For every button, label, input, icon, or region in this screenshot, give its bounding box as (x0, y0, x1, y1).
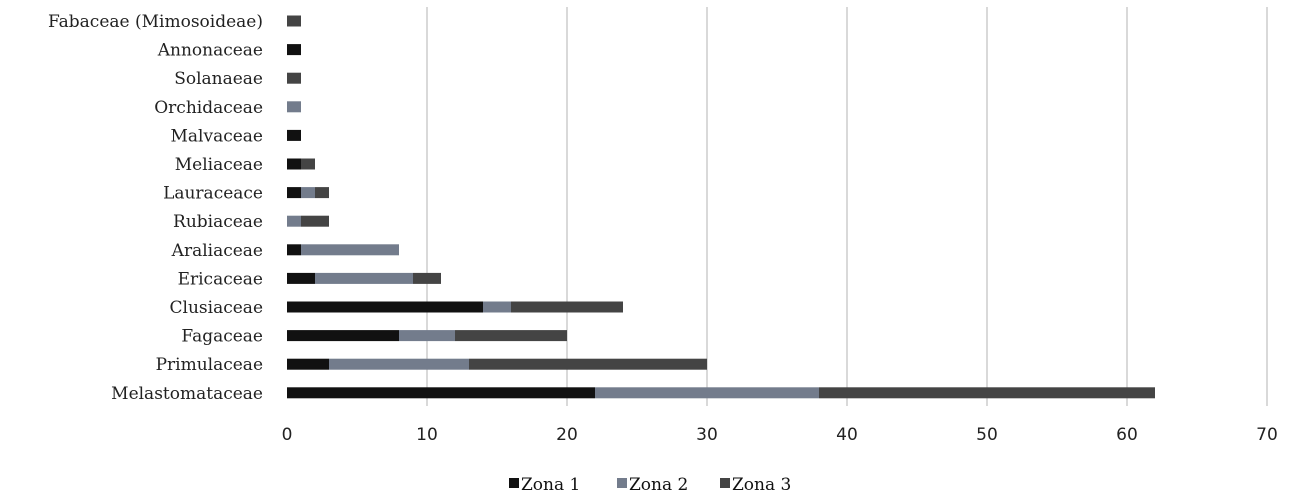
legend-swatch (509, 478, 519, 488)
bar-segment-zona-1 (287, 158, 301, 170)
bar-segment-zona-2 (287, 215, 301, 227)
bar-segment-zona-2 (595, 387, 819, 399)
category-label: Clusiaceae (170, 298, 263, 318)
bar-segment-zona-1 (287, 358, 329, 370)
bar-segment-zona-1 (287, 129, 301, 141)
category-label: Meliaceae (175, 155, 263, 175)
bar-segment-zona-3 (413, 272, 441, 284)
bar-segment-zona-1 (287, 272, 315, 284)
bar-segment-zona-3 (455, 330, 567, 342)
bar-segment-zona-2 (315, 272, 413, 284)
gridlines (426, 7, 1268, 406)
bar-segment-zona-1 (287, 330, 399, 342)
category-label: Malvaceae (171, 126, 264, 146)
bar-segment-zona-3 (287, 72, 301, 84)
bar-segment-zona-2 (399, 330, 455, 342)
bar-segment-zona-1 (287, 301, 483, 313)
bar-segment-zona-1 (287, 44, 301, 56)
category-label: Melastomataceae (111, 384, 263, 404)
category-label: Orchidaceae (154, 98, 263, 118)
category-label: Annonaceae (157, 41, 263, 61)
x-tick-label: 70 (1256, 425, 1278, 445)
bar-segment-zona-1 (287, 244, 301, 256)
x-tick-label: 10 (416, 425, 438, 445)
bar-segment-zona-3 (287, 15, 301, 27)
bar-segment-zona-1 (287, 387, 595, 399)
category-label: Lauraceace (163, 184, 263, 204)
bar-segment-zona-3 (301, 158, 315, 170)
bar-segment-zona-2 (287, 101, 301, 113)
legend: Zona 1 Zona 2 Zona 3 (509, 475, 791, 495)
x-tick-label: 50 (976, 425, 998, 445)
bars (287, 15, 1155, 399)
x-tick-label: 0 (282, 425, 293, 445)
x-tick-label: 40 (836, 425, 858, 445)
bar-segment-zona-3 (819, 387, 1155, 399)
category-label: Fabaceae (Mimosoideae) (48, 12, 263, 32)
x-tick-label: 30 (696, 425, 718, 445)
bar-segment-zona-2 (301, 244, 399, 256)
bar-segment-zona-3 (315, 187, 329, 199)
legend-label: Zona 1 (521, 475, 580, 495)
bar-segment-zona-2 (483, 301, 511, 313)
bar-segment-zona-2 (301, 187, 315, 199)
x-tick-label: 20 (556, 425, 578, 445)
bar-segment-zona-2 (329, 358, 469, 370)
legend-label: Zona 3 (732, 475, 791, 495)
category-label: Fagaceae (181, 327, 263, 347)
x-tick-label: 60 (1116, 425, 1138, 445)
category-label: Ericaceae (178, 269, 263, 289)
category-label: Primulaceae (156, 355, 263, 375)
bar-segment-zona-1 (287, 187, 301, 199)
bar-segment-zona-3 (301, 215, 329, 227)
x-axis-tick-labels: 0 10 20 30 40 50 60 70 (282, 425, 1278, 445)
bar-segment-zona-3 (469, 358, 707, 370)
category-label: Araliaceae (171, 241, 263, 261)
legend-swatch (720, 478, 730, 488)
category-labels: Fabaceae (Mimosoideae) Annonaceae Solanaea… (48, 12, 263, 404)
category-label: Solanaeae (174, 69, 263, 89)
bar-segment-zona-3 (511, 301, 623, 313)
legend-label: Zona 2 (629, 475, 688, 495)
legend-swatch (617, 478, 627, 488)
category-label: Rubiaceae (173, 212, 263, 232)
